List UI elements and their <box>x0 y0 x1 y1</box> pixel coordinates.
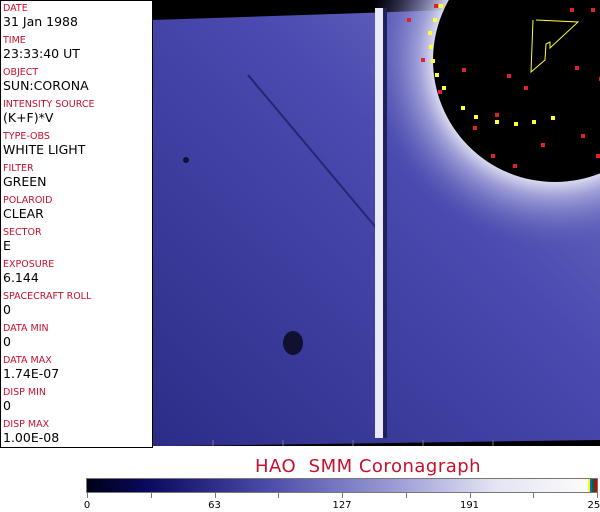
instrument-title: HAO SMM Coronagraph <box>255 456 482 477</box>
field-value: 1.00E-08 <box>3 430 60 445</box>
field-polaroid: POLAROID CLEAR <box>1 193 152 225</box>
field-type-obs: TYPE-OBS WHITE LIGHT <box>1 129 152 161</box>
grid-marker <box>421 58 425 62</box>
grid-marker <box>575 66 579 70</box>
field-intensity-source: INTENSITY SOURCE (K+F)*V <box>1 97 152 129</box>
grid-marker <box>461 106 465 110</box>
field-exposure: EXPOSURE 6.144 <box>1 257 152 289</box>
dark-spot <box>283 331 303 355</box>
field-label: EXPOSURE <box>3 259 55 270</box>
grid-marker <box>541 143 545 147</box>
field-label: SPACECRAFT ROLL <box>3 291 92 302</box>
colorbar-tick <box>533 493 535 498</box>
colorbar-tick <box>214 493 216 498</box>
colorbar-marker-strip <box>588 479 597 492</box>
polygon-overlay <box>530 19 580 74</box>
colorbar <box>86 478 598 493</box>
grid-marker <box>473 126 477 130</box>
pylon-streak <box>375 8 383 438</box>
field-label: DATE <box>3 3 28 14</box>
grid-marker <box>433 18 437 22</box>
field-value: 1.74E-07 <box>3 366 60 381</box>
field-date: DATE 31 Jan 1988 <box>1 1 152 33</box>
field-filter: FILTER GREEN <box>1 161 152 193</box>
field-value: SUN:CORONA <box>3 78 89 93</box>
grid-marker <box>442 86 446 90</box>
field-label: SECTOR <box>3 227 42 238</box>
grid-marker <box>439 4 443 8</box>
colorbar-tick-label: 63 <box>208 500 221 511</box>
colorbar-tick <box>405 493 407 498</box>
grid-marker <box>514 122 518 126</box>
colorbar-tick <box>150 493 152 498</box>
colorbar-tick <box>278 493 280 498</box>
field-value: (K+F)*V <box>3 110 54 125</box>
field-data-max: DATA MAX 1.74E-07 <box>1 353 152 385</box>
grid-marker <box>570 8 574 12</box>
grid-marker <box>551 116 555 120</box>
field-value: 0 <box>3 398 11 413</box>
field-value: GREEN <box>3 174 47 189</box>
field-disp-max: DISP MAX 1.00E-08 <box>1 417 152 449</box>
field-sector: SECTOR E <box>1 225 152 257</box>
field-label: DATA MIN <box>3 323 49 334</box>
colorbar-tick <box>469 493 471 498</box>
field-disp-min: DISP MIN 0 <box>1 385 152 417</box>
field-value: 23:33:40 UT <box>3 46 80 61</box>
field-value: 6.144 <box>3 270 39 285</box>
colorbar-tick-label: 255 <box>587 500 600 511</box>
field-value: 0 <box>3 334 11 349</box>
grid-marker <box>434 4 438 8</box>
colorbar-tick-label: 0 <box>83 500 91 511</box>
grid-marker <box>462 68 466 72</box>
field-time: TIME 23:33:40 UT <box>1 33 152 65</box>
grid-marker <box>513 164 517 168</box>
grid-marker <box>474 115 478 119</box>
grid-marker <box>495 113 499 117</box>
colorbar-tick <box>87 493 88 498</box>
grid-marker <box>428 31 432 35</box>
colorbar-tick-label: 191 <box>459 500 480 511</box>
occulter-disk <box>433 0 600 182</box>
grid-marker <box>581 134 585 138</box>
field-label: FILTER <box>3 163 34 174</box>
field-label: DATA MAX <box>3 355 52 366</box>
field-value: 0 <box>3 302 11 317</box>
field-label: TIME <box>3 35 26 46</box>
field-object: OBJECT SUN:CORONA <box>1 65 152 97</box>
grid-marker <box>438 90 442 94</box>
grid-marker <box>431 59 435 63</box>
grid-marker <box>507 74 511 78</box>
field-value: 31 Jan 1988 <box>3 14 78 29</box>
field-label: DISP MAX <box>3 419 50 430</box>
field-label: OBJECT <box>3 67 39 78</box>
field-label: INTENSITY SOURCE <box>3 99 95 110</box>
colorbar-tick <box>342 493 343 498</box>
field-value: CLEAR <box>3 206 44 221</box>
field-data-min: DATA MIN 0 <box>1 321 152 353</box>
field-value: E <box>3 238 11 253</box>
grid-marker <box>495 120 499 124</box>
field-label: DISP MIN <box>3 387 47 398</box>
colorbar-tick-label: 127 <box>332 500 352 511</box>
grid-marker <box>429 45 433 49</box>
grid-marker <box>532 120 536 124</box>
field-value: WHITE LIGHT <box>3 142 86 157</box>
grid-marker <box>591 8 595 12</box>
grid-marker <box>407 18 411 22</box>
field-label: TYPE-OBS <box>3 131 50 142</box>
grid-marker <box>491 154 495 158</box>
colorbar-tick <box>597 493 598 498</box>
field-label: POLAROID <box>3 195 53 206</box>
metadata-panel: DATE 31 Jan 1988 TIME 23:33:40 UT OBJECT SUN:… <box>0 0 153 448</box>
grid-marker <box>435 73 439 77</box>
coronagraph-image <box>153 0 600 446</box>
field-spacecraft-roll: SPACECRAFT ROLL 0 <box>1 289 152 321</box>
grid-marker <box>524 86 528 90</box>
grid-marker <box>596 154 600 158</box>
